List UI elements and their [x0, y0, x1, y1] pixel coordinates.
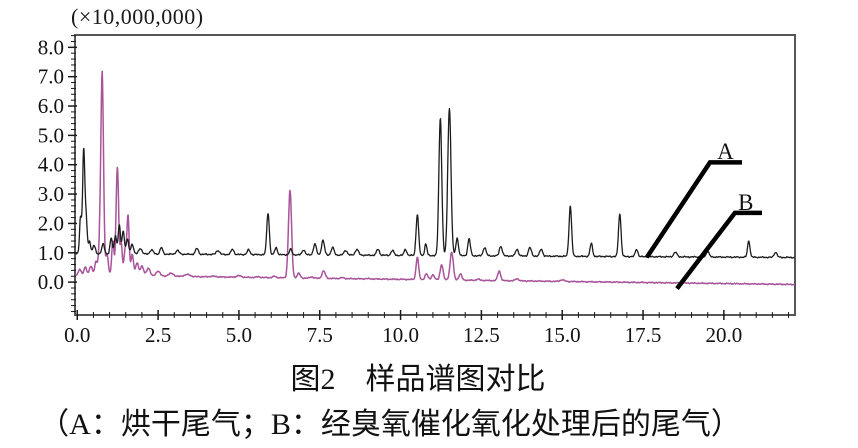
- plot-frame: [74, 34, 796, 316]
- y-tick-label: 5.0: [38, 123, 64, 147]
- chromatogram-chart: 0.0 1.0 2.0 3.0 4.0 5.0 6.0 7.0 8.0 0.0 2.5 5.0 7.5 1…: [38, 34, 796, 347]
- y-tick-label: 3.0: [38, 182, 64, 206]
- x-tick-label: 5.0: [226, 323, 252, 347]
- x-tick-label: 12.5: [463, 323, 500, 347]
- figure-caption-legend: （A：烘干尾气；B：经臭氧催化氧化处理后的尾气）: [39, 408, 741, 441]
- y-tick-label: 8.0: [38, 35, 64, 59]
- x-tick-label: 10.0: [382, 323, 419, 347]
- x-tick-label: 17.5: [625, 323, 662, 347]
- x-tick-label: 0.0: [64, 323, 90, 347]
- y-tick-label: 4.0: [38, 153, 64, 177]
- annotation-label-B: B: [738, 190, 753, 215]
- x-tick-label: 7.5: [307, 323, 333, 347]
- figure-caption-title: 图2 样品谱图对比: [290, 363, 546, 396]
- y-tick-label: 2.0: [38, 211, 64, 235]
- y-tick-label: 7.0: [38, 65, 64, 89]
- y-tick-label: 0.0: [38, 270, 64, 294]
- x-tick-label: 2.5: [145, 323, 171, 347]
- annotation-leader-A: [645, 160, 742, 259]
- series-B-trace: [74, 70, 796, 286]
- series-A-trace: [74, 107, 796, 259]
- annotation-leader-B: [675, 210, 762, 290]
- y-tick-label: 1.0: [38, 241, 64, 265]
- y-tick-label: 6.0: [38, 94, 64, 118]
- x-tick-label: 15.0: [544, 323, 581, 347]
- x-tick-label: 20.0: [705, 323, 742, 347]
- y-axis-scale-label: (×10,000,000): [71, 4, 204, 29]
- annotation-label-A: A: [717, 139, 734, 164]
